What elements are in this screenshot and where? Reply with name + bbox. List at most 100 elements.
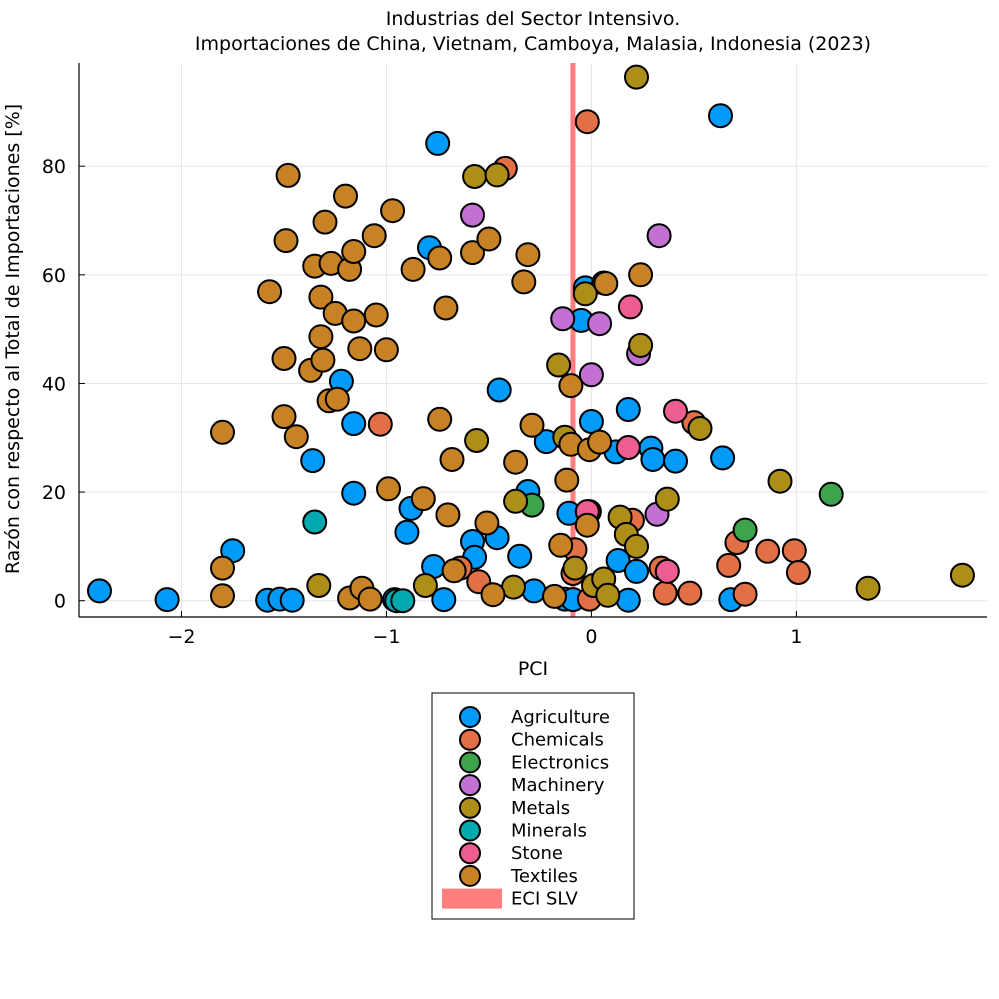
- point-chemicals: [716, 552, 742, 578]
- point-minerals: [302, 509, 328, 535]
- point-textiles: [210, 583, 235, 609]
- legend-marker: [459, 864, 481, 887]
- point-textiles: [333, 183, 358, 209]
- series-agriculture: [87, 103, 744, 613]
- point-metals: [546, 352, 572, 378]
- point-textiles: [341, 239, 367, 264]
- point-textiles: [558, 373, 584, 399]
- point-metals: [624, 64, 649, 90]
- y-axis-label: Razón con respecto al Total de Importaci…: [2, 104, 24, 574]
- point-stone: [615, 435, 641, 460]
- point-agriculture: [507, 543, 533, 569]
- legend-marker: [459, 796, 481, 819]
- chart-title: Industrias del Sector Intensivo.: [386, 8, 681, 30]
- chart-subtitle: Importaciones de China, Vietnam, Camboya…: [195, 33, 871, 55]
- point-metals: [767, 468, 793, 494]
- point-chemicals: [574, 109, 600, 135]
- point-textiles: [433, 295, 459, 321]
- point-textiles: [554, 467, 580, 493]
- point-agriculture: [341, 411, 367, 437]
- point-textiles: [376, 476, 401, 502]
- legend-item-agriculture: Agriculture: [459, 706, 610, 728]
- x-axis-label: PCI: [518, 658, 548, 680]
- point-agriculture: [431, 587, 457, 613]
- point-textiles: [476, 226, 502, 252]
- point-metals: [464, 428, 490, 453]
- point-textiles: [341, 308, 367, 334]
- point-metals: [687, 416, 713, 441]
- point-textiles: [271, 346, 297, 371]
- legend-item-textiles: Textiles: [459, 864, 578, 887]
- legend-marker: [459, 842, 481, 865]
- x-tick-label: 0: [585, 626, 597, 648]
- point-chemicals: [781, 538, 807, 564]
- legend-marker: [459, 728, 481, 751]
- point-textiles: [628, 262, 654, 288]
- point-machinery: [646, 223, 672, 249]
- y-tick-label: 80: [42, 156, 66, 178]
- y-tick-label: 0: [54, 591, 66, 613]
- point-stone: [654, 558, 680, 584]
- point-textiles: [312, 209, 338, 235]
- legend-label: Electronics: [511, 752, 609, 773]
- point-textiles: [271, 404, 297, 430]
- point-electronics: [732, 517, 758, 543]
- point-textiles: [441, 558, 467, 584]
- point-agriculture: [615, 587, 641, 613]
- point-stone: [663, 398, 688, 424]
- series-textiles: [210, 162, 654, 612]
- point-metals: [562, 555, 588, 581]
- point-machinery: [550, 306, 576, 332]
- point-agriculture: [615, 397, 641, 422]
- point-textiles: [515, 242, 541, 268]
- x-tick-label: 1: [790, 626, 802, 648]
- point-textiles: [548, 532, 574, 558]
- point-agriculture: [300, 448, 326, 474]
- point-agriculture: [394, 519, 420, 545]
- legend-label: Machinery: [511, 775, 605, 796]
- point-textiles: [519, 412, 545, 438]
- point-textiles: [347, 336, 373, 362]
- point-metals: [595, 582, 621, 608]
- x-tick-label: −1: [372, 626, 400, 648]
- point-textiles: [574, 512, 600, 538]
- legend-marker: [459, 819, 481, 842]
- point-textiles: [283, 424, 309, 450]
- point-metals: [462, 164, 488, 189]
- point-textiles: [439, 447, 465, 472]
- point-textiles: [324, 386, 350, 412]
- point-textiles: [410, 486, 436, 512]
- point-textiles: [435, 502, 461, 528]
- point-metals: [572, 281, 598, 307]
- point-textiles: [427, 406, 453, 432]
- point-stone: [617, 294, 643, 320]
- point-metals: [949, 562, 975, 588]
- legend-item-minerals: Minerals: [459, 819, 587, 842]
- point-textiles: [460, 240, 485, 266]
- legend-label: ECI SLV: [511, 889, 578, 910]
- point-chemicals: [755, 538, 781, 564]
- point-textiles: [357, 586, 383, 612]
- point-textiles: [474, 510, 500, 536]
- point-metals: [624, 533, 649, 559]
- point-textiles: [210, 419, 235, 445]
- point-textiles: [308, 284, 334, 310]
- point-textiles: [308, 324, 334, 350]
- point-metals: [654, 486, 680, 512]
- legend-item-machinery: Machinery: [459, 774, 605, 797]
- data-points: [87, 64, 975, 614]
- point-textiles: [273, 228, 299, 254]
- point-agriculture: [425, 130, 451, 156]
- point-textiles: [373, 337, 399, 363]
- point-agriculture: [341, 480, 367, 506]
- point-agriculture: [578, 409, 604, 434]
- point-minerals: [390, 588, 416, 614]
- point-textiles: [427, 245, 453, 271]
- point-textiles: [363, 302, 389, 328]
- point-textiles: [480, 582, 506, 608]
- point-agriculture: [486, 377, 512, 403]
- point-chemicals: [732, 581, 758, 607]
- legend-line-swatch: [442, 888, 502, 909]
